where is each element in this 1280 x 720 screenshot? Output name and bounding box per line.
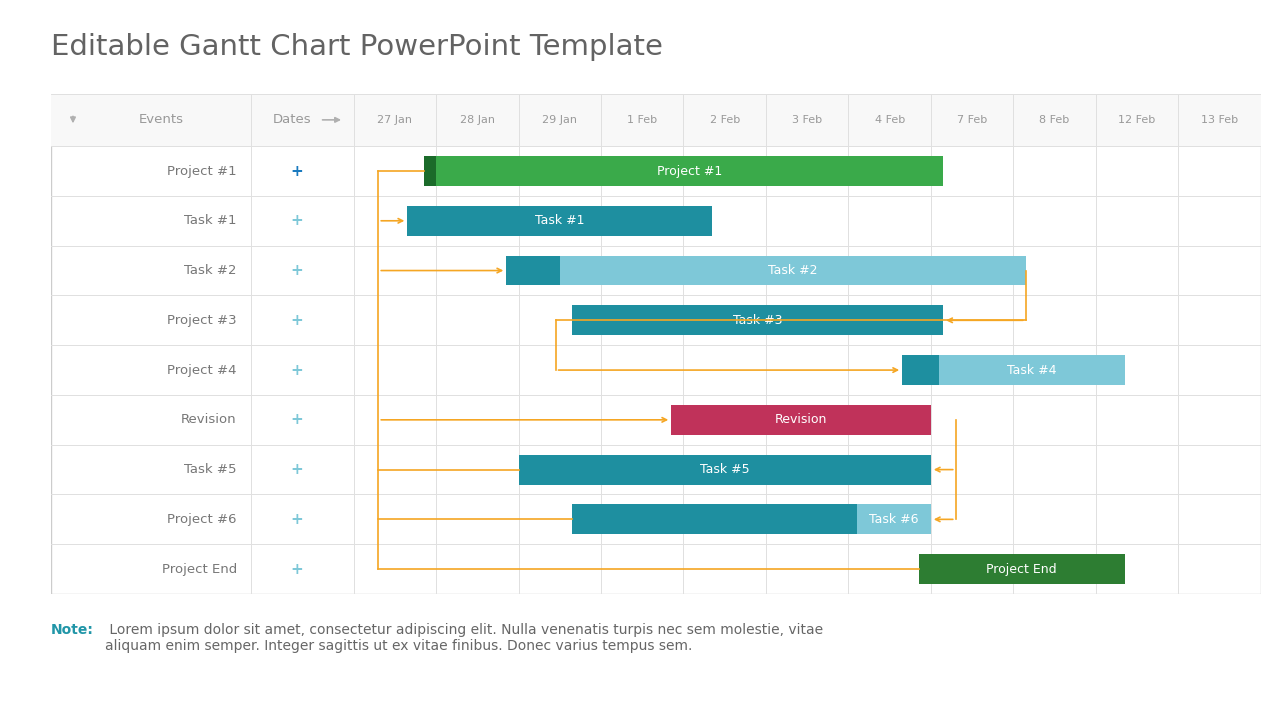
Text: Note:: Note: — [51, 623, 93, 636]
Bar — [572, 305, 943, 336]
Text: Revision: Revision — [182, 413, 237, 426]
Text: +: + — [291, 512, 303, 527]
Bar — [424, 156, 436, 186]
Bar — [436, 156, 943, 186]
Text: 8 Feb: 8 Feb — [1039, 115, 1070, 125]
Bar — [518, 454, 931, 485]
Text: Task #1: Task #1 — [535, 215, 585, 228]
Text: +: + — [291, 263, 303, 278]
Text: +: + — [291, 312, 303, 328]
Text: 2 Feb: 2 Feb — [709, 115, 740, 125]
Text: 3 Feb: 3 Feb — [792, 115, 822, 125]
Bar — [559, 256, 1025, 285]
Bar — [671, 405, 931, 435]
Text: Task #6: Task #6 — [869, 513, 919, 526]
Text: 13 Feb: 13 Feb — [1201, 115, 1238, 125]
Text: Task #5: Task #5 — [184, 463, 237, 476]
Bar — [572, 505, 856, 534]
Text: Lorem ipsum dolor sit amet, consectetur adipiscing elit. Nulla venenatis turpis : Lorem ipsum dolor sit amet, consectetur … — [105, 623, 823, 653]
Bar — [940, 355, 1125, 385]
Bar — [51, 94, 1261, 146]
Text: +: + — [291, 363, 303, 377]
Text: Revision: Revision — [774, 413, 827, 426]
Bar — [919, 554, 1125, 584]
Text: Task #3: Task #3 — [733, 314, 782, 327]
Text: Project #6: Project #6 — [168, 513, 237, 526]
Text: Events: Events — [138, 113, 183, 127]
Text: Project #1: Project #1 — [657, 165, 722, 178]
Text: +: + — [291, 163, 303, 179]
Text: 4 Feb: 4 Feb — [874, 115, 905, 125]
Text: Project End: Project End — [987, 562, 1057, 575]
Text: +: + — [291, 562, 303, 577]
Text: Task #1: Task #1 — [184, 215, 237, 228]
Text: +: + — [291, 413, 303, 428]
Text: 28 Jan: 28 Jan — [460, 115, 495, 125]
Text: Task #2: Task #2 — [768, 264, 818, 277]
Bar — [506, 256, 559, 285]
Text: 12 Feb: 12 Feb — [1119, 115, 1156, 125]
Text: 7 Feb: 7 Feb — [957, 115, 987, 125]
Text: +: + — [291, 213, 303, 228]
Text: Dates: Dates — [273, 113, 311, 127]
Bar — [407, 206, 713, 235]
Text: Editable Gantt Chart PowerPoint Template: Editable Gantt Chart PowerPoint Template — [51, 33, 663, 61]
Text: Project #4: Project #4 — [168, 364, 237, 377]
Text: Project End: Project End — [161, 562, 237, 575]
Text: 1 Feb: 1 Feb — [627, 115, 658, 125]
Text: 27 Jan: 27 Jan — [378, 115, 412, 125]
Text: Project #3: Project #3 — [168, 314, 237, 327]
Text: Project #1: Project #1 — [168, 165, 237, 178]
Bar — [856, 505, 931, 534]
Text: Task #2: Task #2 — [184, 264, 237, 277]
Text: Task #5: Task #5 — [700, 463, 750, 476]
Bar — [902, 355, 940, 385]
Text: Task #4: Task #4 — [1007, 364, 1057, 377]
Text: +: + — [291, 462, 303, 477]
Text: 29 Jan: 29 Jan — [543, 115, 577, 125]
